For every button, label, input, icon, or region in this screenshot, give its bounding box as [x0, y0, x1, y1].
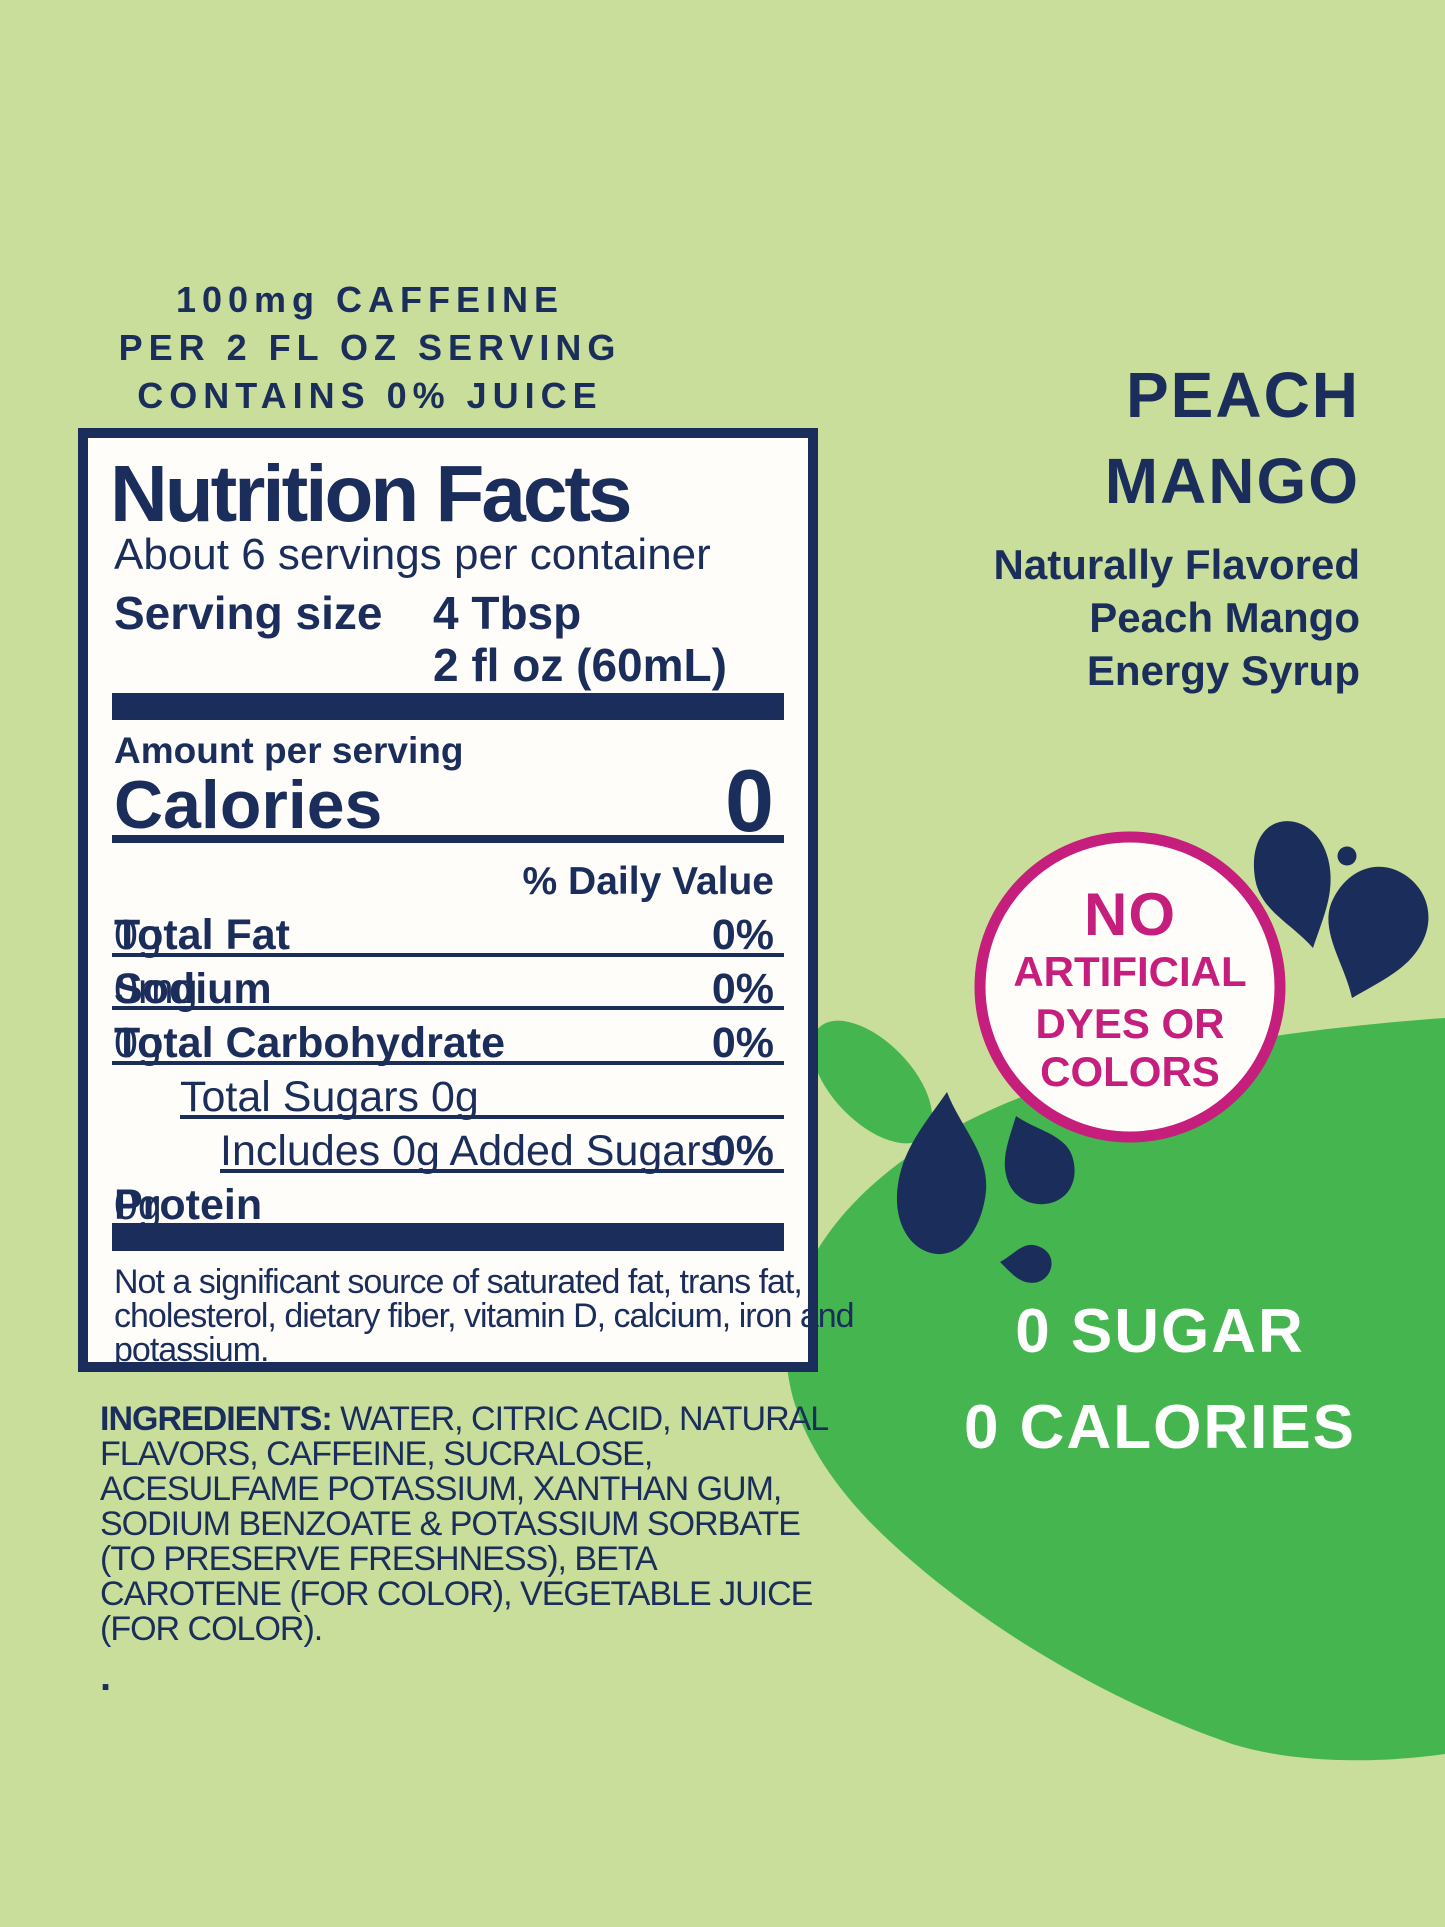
- nutrient-amount: 0mg: [114, 965, 198, 1013]
- ingredients-block: INGREDIENTS: WATER, CITRIC ACID, NATURAL…: [100, 1402, 860, 1647]
- divider-rule: [112, 835, 784, 843]
- splash-dot-icon: [1337, 846, 1357, 866]
- amount-per-serving-label: Amount per serving: [114, 730, 464, 771]
- caffeine-banner: 100mg CAFFEINE PER 2 FL OZ SERVING CONTA…: [60, 276, 680, 420]
- flavor-desc-line: Peach Mango: [1089, 594, 1360, 641]
- caffeine-line: PER 2 FL OZ SERVING: [118, 327, 622, 368]
- trailing-period: .: [100, 1655, 112, 1699]
- servings-per-container: About 6 servings per container: [114, 530, 711, 579]
- ingredients-line: ACESULFAME POTASSIUM, XANTHAN GUM,: [100, 1470, 782, 1508]
- ingredients-line: FLAVORS, CAFFEINE, SUCRALOSE,: [100, 1435, 653, 1473]
- nutrition-facts-panel: Nutrition Facts About 6 servings per con…: [78, 428, 855, 1372]
- footnote-line: cholesterol, dietary fiber, vitamin D, c…: [114, 1297, 855, 1335]
- nutrient-dv: 0%: [711, 1127, 774, 1175]
- calories-label: Calories: [114, 767, 383, 843]
- caffeine-line: 100mg CAFFEINE: [175, 279, 565, 320]
- nutrient-name: Protein: [114, 1181, 263, 1229]
- nutrient-amount: 0g: [114, 911, 162, 959]
- ingredients-label: INGREDIENTS:: [100, 1400, 333, 1438]
- divider-bar: [112, 1223, 784, 1251]
- divider-rule: [112, 1061, 784, 1065]
- ingredients-line: CAROTENE (FOR COLOR), VEGETABLE JUICE: [100, 1575, 813, 1613]
- badge-text-line: DYES OR: [1035, 1000, 1225, 1047]
- badge-text-line: ARTIFICIAL: [1013, 948, 1247, 995]
- nutrient-name: Total Carbohydrate: [114, 1019, 506, 1067]
- divider-rule: [180, 1115, 784, 1119]
- nutrient-amount: 0g: [114, 1019, 162, 1067]
- ingredients-line: INGREDIENTS: WATER, CITRIC ACID, NATURAL: [100, 1400, 829, 1438]
- flavor-name-line: PEACH: [1125, 359, 1360, 431]
- footnote-line: Not a significant source of saturated fa…: [114, 1263, 803, 1301]
- divider-rule: [112, 1006, 784, 1010]
- ingredients-line: (TO PRESERVE FRESHNESS), BETA: [100, 1540, 658, 1578]
- nutrient-dv: 0%: [711, 965, 774, 1013]
- badge-circle: [974, 831, 1286, 1143]
- nutrient-dv: 0%: [711, 911, 774, 959]
- claim-sugar: 0 SUGAR: [1015, 1297, 1305, 1366]
- flavor-name-line: MANGO: [1104, 445, 1360, 517]
- nutrition-facts-title: Nutrition Facts: [110, 449, 632, 538]
- serving-size-label: Serving size: [114, 587, 383, 639]
- divider-rule: [220, 1169, 784, 1173]
- green-finger-blob: [811, 1020, 933, 1144]
- nutrient-name: Sodium: [114, 965, 272, 1013]
- ingredients-line: (FOR COLOR).: [100, 1610, 323, 1648]
- flavor-desc-line: Energy Syrup: [1086, 647, 1360, 694]
- flavor-desc-line: Naturally Flavored: [993, 541, 1360, 588]
- daily-value-header: % Daily Value: [522, 860, 774, 903]
- calories-value: 0: [725, 751, 774, 850]
- nutrient-amount: 0g: [114, 1181, 162, 1229]
- nutrient-amount: Total Sugars 0g: [180, 1073, 479, 1121]
- serving-size-metric: 2 fl oz (60mL): [433, 639, 727, 691]
- nutrient-name: Total Fat: [114, 911, 290, 959]
- nutrient-amount: Includes 0g Added Sugars: [220, 1127, 723, 1175]
- badge-text-line: NO: [1084, 881, 1176, 948]
- divider-bar: [112, 693, 784, 720]
- nutrient-dv: 0%: [711, 1019, 774, 1067]
- divider-rule: [112, 953, 784, 957]
- serving-size-amount: 4 Tbsp: [433, 587, 582, 639]
- claim-calories: 0 CALORIES: [963, 1393, 1357, 1462]
- badge-text-line: COLORS: [1040, 1048, 1220, 1095]
- ingredients-line: SODIUM BENZOATE & POTASSIUM SORBATE: [100, 1505, 801, 1543]
- footnote-line: potassium.: [114, 1331, 269, 1369]
- caffeine-line: CONTAINS 0% JUICE: [137, 375, 603, 416]
- flavor-block: PEACH MANGO Naturally Flavored Peach Man…: [994, 352, 1360, 697]
